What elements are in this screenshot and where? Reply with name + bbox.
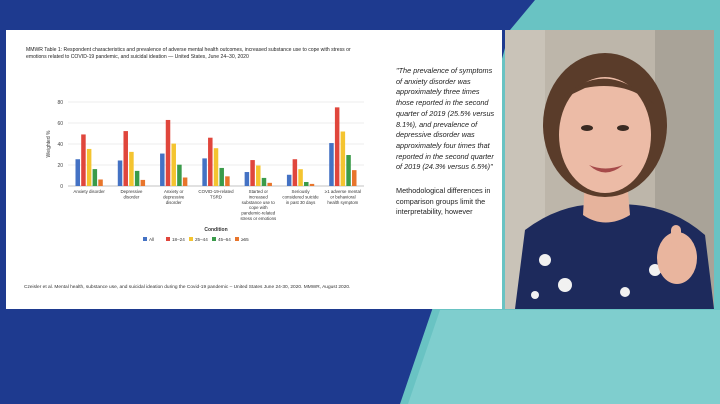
legend-label: 18–24 — [172, 237, 185, 242]
x-tick-label: Started or — [249, 189, 269, 194]
bar — [92, 169, 98, 186]
speaker-video — [505, 30, 714, 309]
bar — [134, 170, 140, 186]
x-tick-label: cope with — [249, 205, 268, 210]
x-tick-label: TSRD — [210, 194, 222, 199]
x-tick-label: COVID-19-related — [198, 189, 234, 194]
legend-label: 45–64 — [218, 237, 231, 242]
bar — [298, 169, 303, 186]
citation: Czeisler et al. Mental health, substance… — [24, 285, 351, 290]
bar — [304, 182, 309, 186]
bar — [219, 167, 224, 186]
bar — [177, 164, 182, 186]
bar — [123, 131, 128, 186]
bar — [250, 160, 255, 186]
bar — [86, 148, 92, 186]
x-tick-label: disorder — [123, 194, 139, 199]
bar — [117, 160, 123, 186]
bar — [346, 155, 351, 186]
bar — [160, 153, 165, 186]
bar — [309, 183, 315, 186]
legend-label: 25–44 — [195, 237, 208, 242]
y-tick-label: 0 — [60, 184, 63, 190]
bar — [292, 159, 298, 186]
legend-swatch — [166, 237, 170, 241]
bar — [208, 137, 213, 186]
bar — [267, 182, 272, 186]
chart-title: MMWR Table 1: Respondent characteristics… — [26, 47, 351, 60]
x-tick-label: depressive — [163, 194, 185, 199]
y-tick-label: 40 — [57, 142, 63, 148]
bar — [75, 159, 80, 186]
legend-swatch — [235, 237, 239, 241]
legend-label: All — [149, 237, 154, 242]
x-tick-label: health symptom — [327, 200, 358, 205]
bar — [165, 119, 171, 186]
legend-swatch — [143, 237, 147, 241]
bar — [171, 143, 176, 186]
bar — [244, 172, 250, 186]
bar — [256, 165, 261, 186]
x-tick-label: or behavioral — [330, 194, 355, 199]
y-tick-label: 20 — [57, 163, 63, 169]
bar — [225, 176, 230, 186]
bar — [202, 158, 207, 186]
x-tick-label: disorder — [166, 200, 182, 205]
x-tick-label: increased — [249, 194, 269, 199]
x-tick-label: Depressive — [120, 189, 143, 194]
bar — [182, 177, 188, 186]
quote-text: "The prevalence of symptoms of anxiety d… — [396, 66, 495, 172]
bar — [81, 134, 86, 186]
x-tick-label: substance use to — [242, 200, 276, 205]
x-tick-label: Anxiety disorder — [73, 189, 105, 194]
bar — [340, 131, 346, 186]
speaker-illustration — [505, 30, 714, 309]
y-tick-label: 80 — [57, 100, 63, 106]
x-tick-label: Seriously — [292, 189, 311, 194]
x-tick-label: pandemic-related — [241, 211, 275, 216]
bar — [352, 170, 357, 186]
legend-label: ≥65 — [241, 237, 249, 242]
presentation-slide: MMWR Table 1: Respondent characteristics… — [6, 30, 502, 309]
x-tick-label: stress or emotions — [240, 216, 277, 221]
bar-chart: 0 20 40 60 80 Weighted % Anxiety disorder Depre… — [46, 100, 364, 242]
x-tick-label: ≥1 adverse mental — [325, 189, 361, 194]
y-tick-label: 60 — [57, 121, 63, 127]
bar — [329, 143, 334, 186]
bar — [334, 107, 340, 186]
bar — [140, 179, 146, 186]
x-tick-label: in past 30 days — [286, 200, 316, 205]
legend-swatch — [212, 237, 216, 241]
bar — [261, 177, 267, 186]
bar — [98, 179, 103, 186]
methodology-note: Methodological differences in comparison… — [396, 186, 491, 217]
legend-swatch — [189, 237, 193, 241]
y-axis-label: Weighted % — [46, 130, 52, 157]
bar — [286, 174, 292, 186]
x-tick-label: considered suicide — [282, 194, 319, 199]
bar — [129, 151, 134, 186]
bar — [213, 148, 219, 186]
x-axis-label: Condition — [204, 227, 227, 233]
x-tick-label: Anxiety or — [164, 189, 184, 194]
